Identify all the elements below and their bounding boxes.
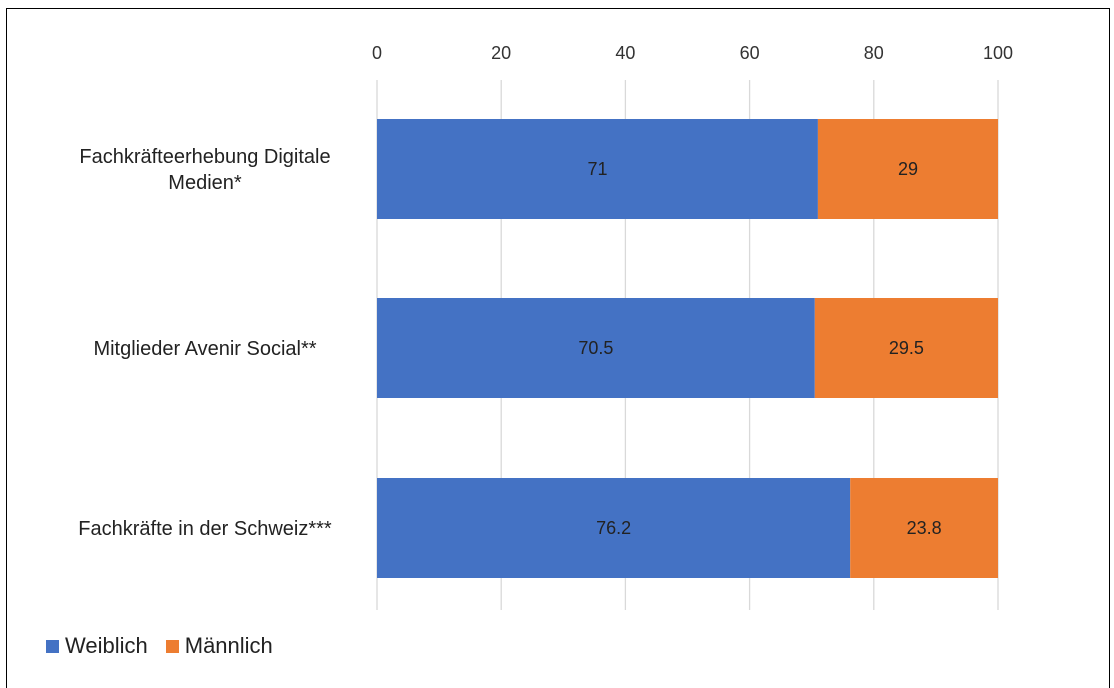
data-label: 71 xyxy=(587,159,607,179)
bar-mnnlich-2 xyxy=(850,478,998,578)
bar-mnnlich-0 xyxy=(817,119,998,219)
category-label: Fachkräfte in der Schweiz*** xyxy=(78,518,332,540)
x-tick-label: 20 xyxy=(491,43,511,63)
category-label-line: Medien* xyxy=(168,172,242,194)
data-label: 29.5 xyxy=(889,338,924,358)
bars xyxy=(377,119,998,578)
bar-weiblich-1 xyxy=(377,298,815,398)
legend-label-weiblich: Weiblich xyxy=(65,633,148,658)
category-label-line: Mitglieder Avenir Social** xyxy=(93,338,316,360)
x-tick-label: 60 xyxy=(740,43,760,63)
x-axis-ticks: 0 20 40 60 80 100 xyxy=(372,43,1013,63)
category-label-line: Fachkräfteerhebung Digitale xyxy=(79,146,330,168)
category-labels: Fachkräfteerhebung Digitale Medien* Mitgli… xyxy=(78,146,332,540)
data-labels: 71 29 70.5 29.5 76.2 23.8 xyxy=(578,159,941,538)
x-tick-label: 80 xyxy=(864,43,884,63)
bar-weiblich-2 xyxy=(377,478,851,578)
legend-item-maennlich: Männlich xyxy=(165,633,273,659)
legend-label-maennlich: Männlich xyxy=(184,633,273,658)
legend-swatch-maennlich xyxy=(165,639,179,653)
category-label-line: Fachkräfte in der Schweiz*** xyxy=(78,518,332,540)
legend-item-weiblich: Weiblich xyxy=(46,633,148,659)
legend-swatch-weiblich xyxy=(46,639,59,653)
data-label: 70.5 xyxy=(578,338,613,358)
legend: Weiblich Männlich xyxy=(46,633,291,659)
x-tick-label: 40 xyxy=(615,43,635,63)
x-tick-label: 100 xyxy=(983,43,1013,63)
data-label: 76.2 xyxy=(596,518,631,538)
x-tick-label: 0 xyxy=(372,43,382,63)
chart-frame xyxy=(6,8,1110,688)
bar-mnnlich-1 xyxy=(814,298,998,398)
bar-weiblich-0 xyxy=(377,119,818,219)
category-label: Mitglieder Avenir Social** xyxy=(93,338,316,360)
data-label: 23.8 xyxy=(907,518,942,538)
data-label: 29 xyxy=(898,159,918,179)
category-label: Fachkräfteerhebung Digitale Medien* xyxy=(79,146,330,194)
